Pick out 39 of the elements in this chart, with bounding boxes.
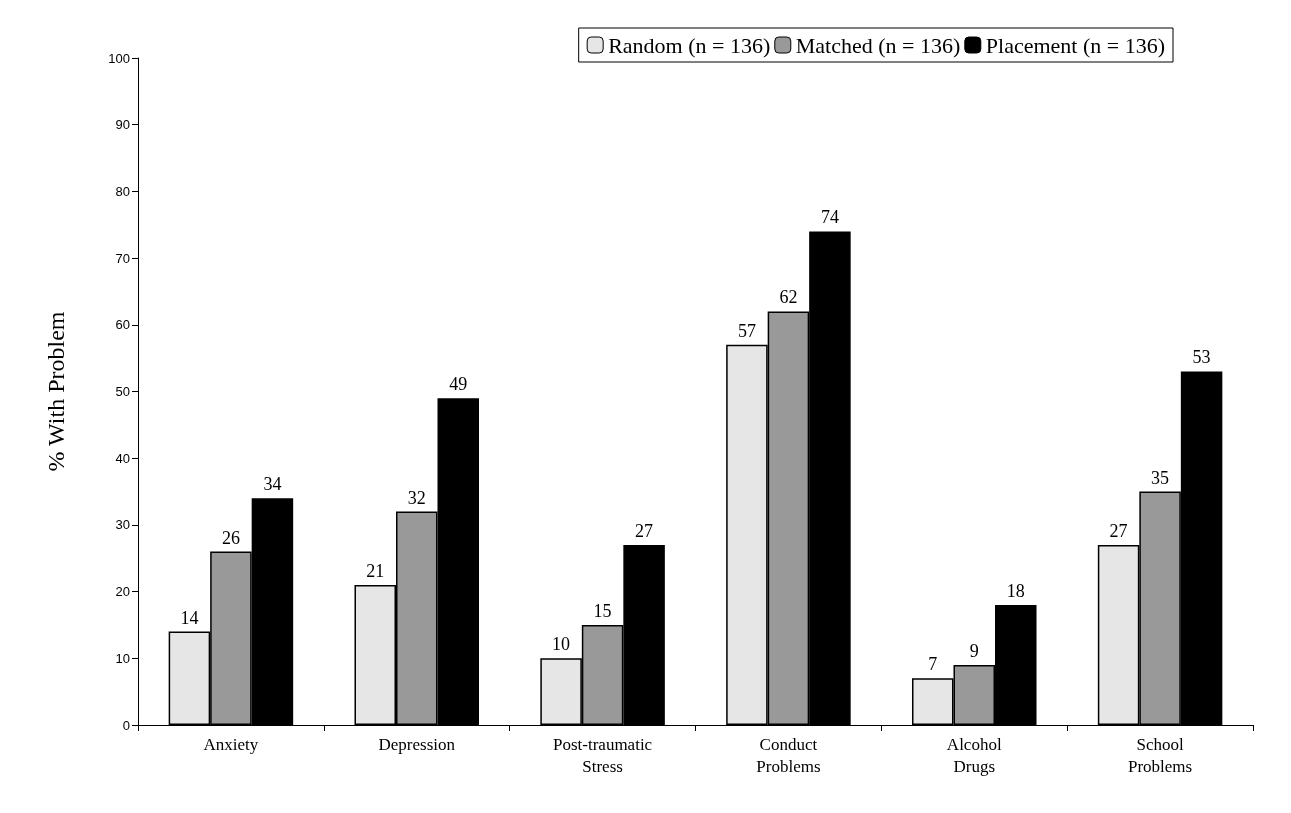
legend-label: Matched (n = 136): [795, 32, 961, 58]
data-label: 21: [366, 560, 385, 581]
x-tick-label: Alcohol Drugs: [946, 734, 1002, 776]
data-label: 15: [593, 600, 612, 621]
data-label: 9: [969, 640, 979, 661]
data-label: 27: [1109, 520, 1128, 541]
data-label: 26: [221, 527, 240, 548]
data-label: 34: [263, 474, 282, 495]
y-tick-label: 20: [115, 584, 130, 600]
data-label: 10: [552, 634, 571, 655]
y-tick-label: 0: [122, 717, 130, 733]
data-label: 74: [820, 207, 839, 228]
data-label: 49: [449, 374, 468, 395]
x-tick-label: School Problems: [1127, 734, 1193, 776]
legend-label: Random (n = 136): [608, 32, 771, 58]
data-label: 14: [180, 607, 199, 628]
data-label: 53: [1192, 347, 1211, 368]
y-tick-label: 70: [115, 250, 130, 266]
y-tick-label: 10: [115, 650, 130, 666]
y-tick-label: 90: [115, 117, 130, 133]
y-tick-label: 40: [115, 450, 130, 466]
y-tick-label: 80: [115, 183, 130, 199]
data-label: 35: [1151, 467, 1170, 488]
y-tick-label: 30: [115, 517, 130, 533]
data-label: 18: [1006, 580, 1025, 601]
data-label: 27: [635, 520, 654, 541]
legend-label: Placement (n = 136): [985, 32, 1166, 58]
data-label: 32: [407, 487, 426, 508]
x-tick-label: Post-traumatic Stress: [553, 734, 653, 776]
x-tick-label: Conduct Problems: [756, 734, 821, 776]
y-tick-label: 50: [115, 384, 130, 399]
data-label: 57: [737, 320, 756, 341]
y-tick-label: 100: [108, 50, 130, 66]
x-tick-label: Depression: [378, 734, 456, 754]
data-label: 7: [928, 654, 938, 675]
x-tick-label: Anxiety: [203, 734, 259, 754]
y-axis-title: % With Problem: [43, 311, 69, 472]
y-tick-label: 60: [115, 317, 130, 333]
data-label: 62: [779, 287, 798, 308]
